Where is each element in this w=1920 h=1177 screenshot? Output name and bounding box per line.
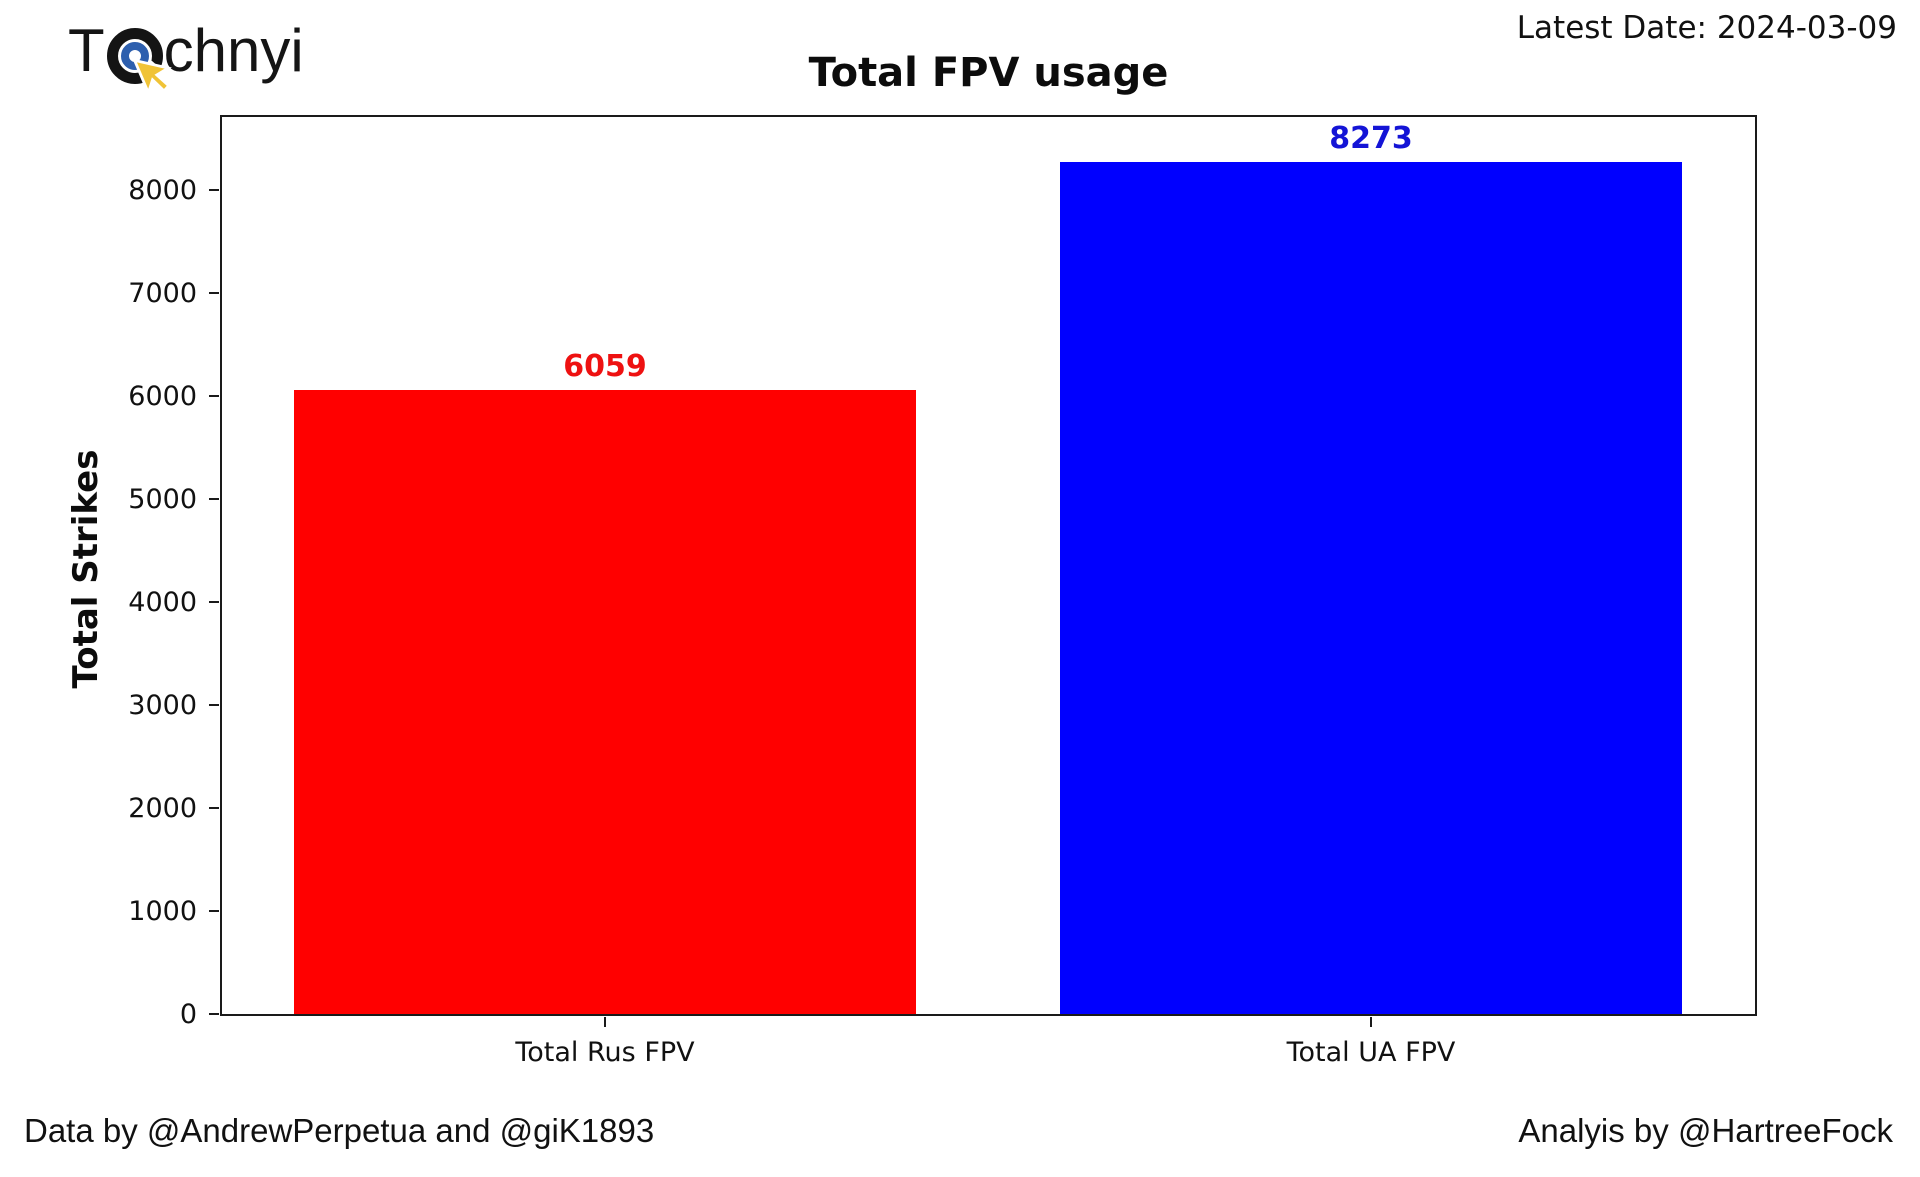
y-tick-mark	[209, 909, 219, 913]
y-tick-mark	[209, 703, 219, 707]
logo-text-suffix: chnyi	[163, 17, 304, 84]
y-tick-label: 2000	[128, 792, 197, 824]
bar-value-label-total-rus-fpv: 6059	[563, 348, 647, 384]
bar-total-rus-fpv	[294, 389, 916, 1014]
footer-analysis-credit: Analyis by @HartreeFock	[1518, 1112, 1893, 1149]
brand-logo: T chnyi	[68, 17, 304, 96]
logo-text-prefix: T	[68, 17, 105, 84]
bar-total-ua-fpv	[1060, 161, 1682, 1014]
y-tick-mark	[209, 600, 219, 604]
x-tick-mark	[603, 1017, 607, 1027]
x-tick-label-total-rus-fpv: Total Rus FPV	[515, 1037, 695, 1068]
plot-area: 0 1000 2000 3000 4000 5000 6000 7000 8000 6059 Tot…	[128, 115, 1757, 1066]
y-tick-label: 3000	[128, 689, 197, 721]
latest-date-label: Latest Date: 2024-03-09	[1516, 10, 1897, 46]
y-tick-mark	[209, 497, 219, 501]
y-tick-label: 0	[179, 998, 197, 1030]
y-tick-label: 4000	[128, 586, 197, 618]
y-tick-label: 8000	[128, 174, 197, 206]
y-tick-label: 5000	[128, 483, 197, 515]
y-tick-mark	[209, 1012, 219, 1016]
y-tick-mark	[209, 291, 219, 295]
y-tick-mark	[209, 394, 219, 398]
chart-title: Total FPV usage	[808, 50, 1169, 96]
cursor-arrow-icon	[132, 58, 172, 96]
footer-data-credit: Data by @AndrewPerpetua and @giK1893	[24, 1112, 655, 1149]
logo-target-cursor-icon	[106, 28, 172, 96]
bar-value-label-total-ua-fpv: 8273	[1329, 120, 1413, 156]
y-tick-label: 7000	[128, 277, 197, 309]
logo-inner-ring	[120, 42, 149, 70]
y-tick-label: 6000	[128, 380, 197, 412]
y-tick-label: 1000	[128, 895, 197, 927]
x-tick-label-total-ua-fpv: Total UA FPV	[1286, 1037, 1456, 1068]
logo-outer-ring	[106, 28, 163, 84]
y-tick-mark	[209, 188, 219, 192]
y-tick-mark	[209, 806, 219, 810]
x-tick-mark	[1369, 1017, 1373, 1027]
